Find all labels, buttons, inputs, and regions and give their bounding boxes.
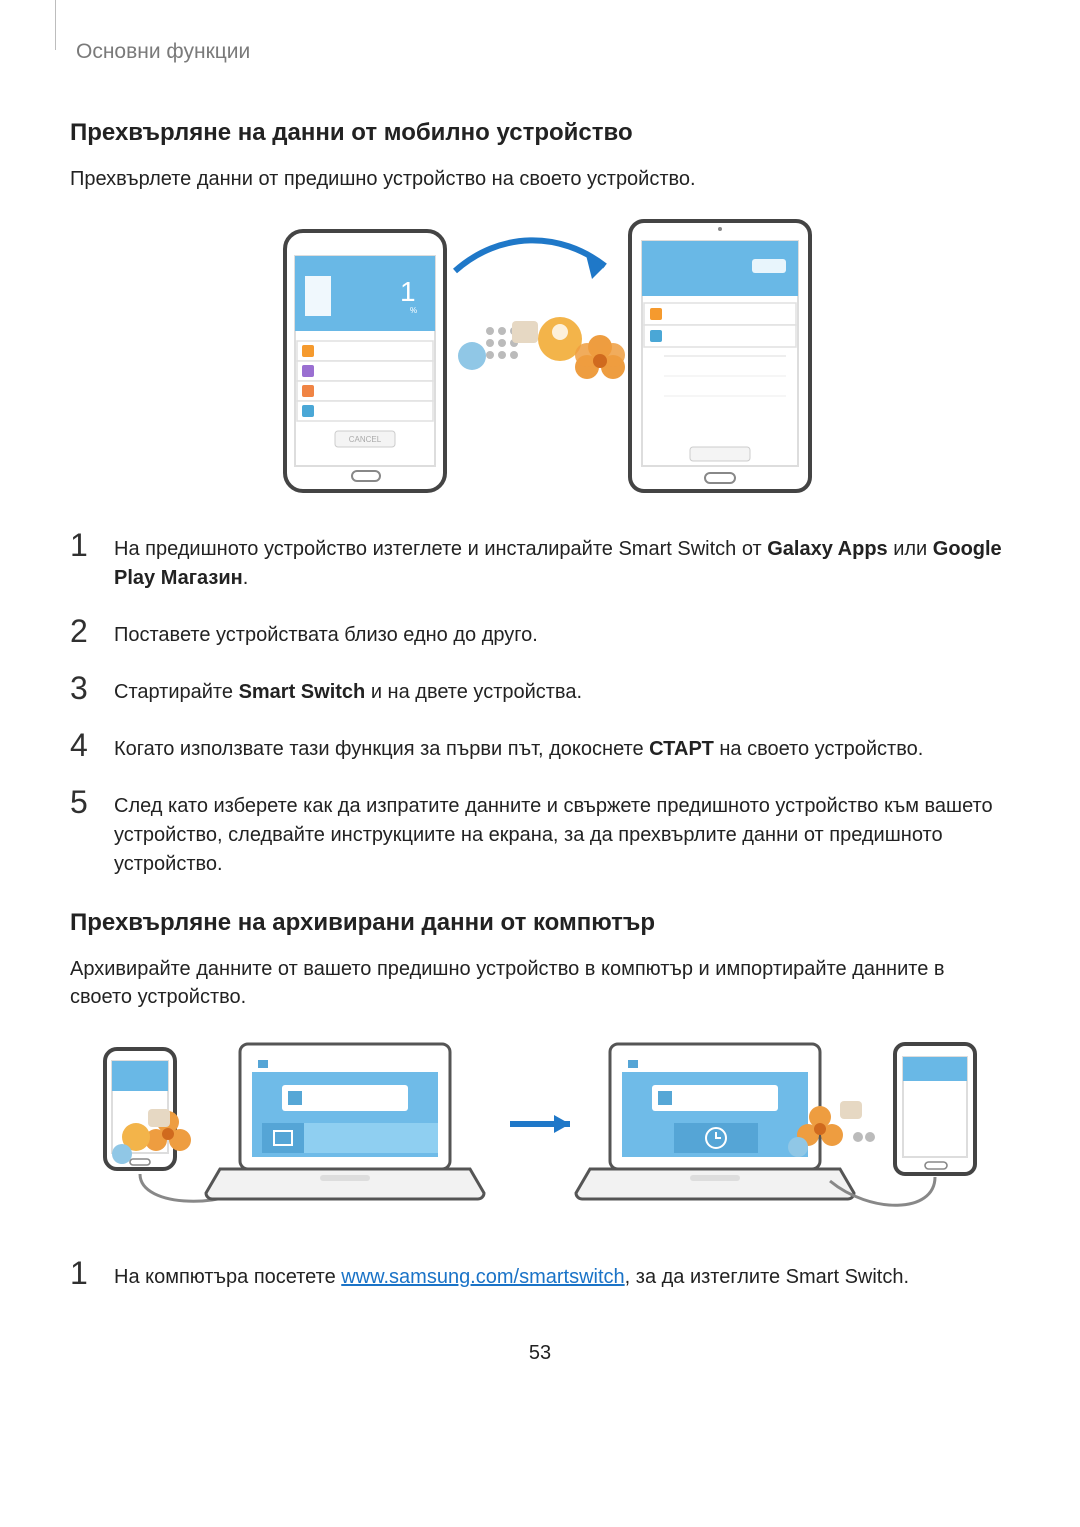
- step-item: 3 Стартирайте Smart Switch и на двете уст…: [70, 672, 1010, 707]
- step-text: Поставете устройствата близо едно до дру…: [114, 615, 538, 650]
- step-item: 1 На компютъра посетете www.samsung.com/…: [70, 1257, 1010, 1292]
- step-text: На компютъра посетете www.samsung.com/sm…: [114, 1257, 909, 1292]
- smartswitch-link[interactable]: www.samsung.com/smartswitch: [341, 1266, 624, 1288]
- svg-text:CANCEL: CANCEL: [349, 435, 382, 444]
- step-text: На предишното устройство изтеглете и инс…: [114, 529, 1010, 593]
- svg-text:1: 1: [400, 276, 416, 307]
- step-item: 1 На предишното устройство изтеглете и ин…: [70, 529, 1010, 593]
- chapter-heading: Основни функции: [70, 40, 1010, 64]
- svg-text:%: %: [410, 306, 417, 315]
- step-text: След като изберете как да изпратите данн…: [114, 786, 1010, 879]
- page-margin-rule: [55, 0, 56, 50]
- step-text-pre: На компютъра посетете: [114, 1266, 341, 1288]
- figure-device-to-device: 1 % CANCEL: [70, 211, 1010, 501]
- section-title-computer-backup: Прехвърляне на архивирани данни от компю…: [70, 909, 1010, 937]
- section-lead-computer: Архивирайте данните от вашето предишно у…: [70, 955, 1010, 1011]
- steps-list-mobile: 1 На предишното устройство изтеглете и ин…: [70, 529, 1010, 879]
- step-item: 4 Когато използвате тази функция за първи…: [70, 729, 1010, 764]
- computer-transfer-illustration: [100, 1029, 980, 1229]
- page-number: 53: [70, 1342, 1010, 1365]
- step-text-post: , за да изтеглите Smart Switch.: [625, 1266, 909, 1288]
- section-title-mobile-transfer: Прехвърляне на данни от мобилно устройст…: [70, 119, 1010, 147]
- step-number: 4: [70, 729, 96, 761]
- step-number: 3: [70, 672, 96, 704]
- step-item: 5 След като изберете как да изпратите дан…: [70, 786, 1010, 879]
- step-number: 2: [70, 615, 96, 647]
- step-text: Стартирайте Smart Switch и на двете устр…: [114, 672, 582, 707]
- step-number: 1: [70, 529, 96, 561]
- step-item: 2 Поставете устройствата близо едно до др…: [70, 615, 1010, 650]
- step-text: Когато използвате тази функция за първи …: [114, 729, 923, 764]
- steps-list-computer: 1 На компютъра посетете www.samsung.com/…: [70, 1257, 1010, 1292]
- figure-computer-transfer: [70, 1029, 1010, 1229]
- device-transfer-illustration: 1 % CANCEL: [260, 211, 820, 501]
- step-number: 1: [70, 1257, 96, 1289]
- step-number: 5: [70, 786, 96, 818]
- section-lead-mobile: Прехвърлете данни от предишно устройство…: [70, 165, 1010, 193]
